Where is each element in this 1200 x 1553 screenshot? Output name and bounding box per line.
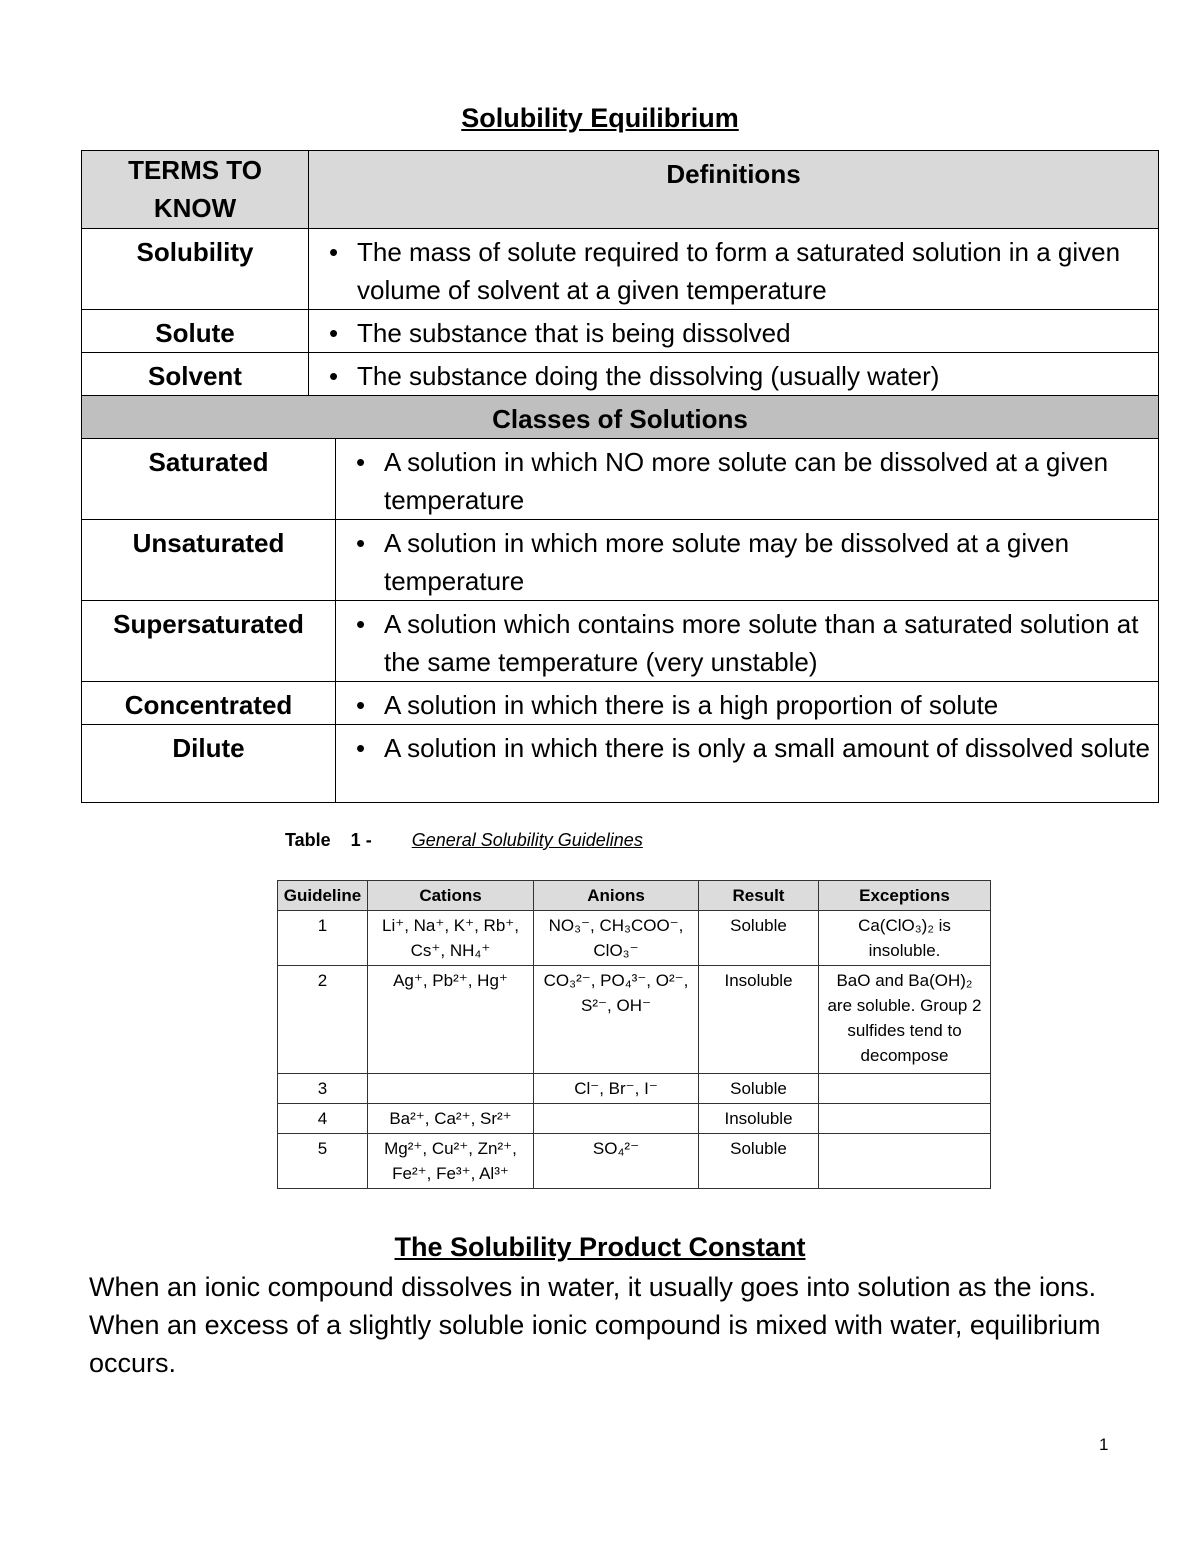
cell: CO₃²⁻, PO₄³⁻, O²⁻, S²⁻, OH⁻ [533, 965, 699, 1074]
header-terms: TERMS TO KNOW [81, 150, 309, 229]
header-guideline: Guideline [277, 880, 368, 911]
caption-label: Table 1 - [285, 830, 372, 850]
cell: 4 [277, 1103, 368, 1134]
definition: A solution in which NO more solute can b… [335, 438, 1159, 520]
page-title: Solubility Equilibrium [461, 103, 739, 133]
term: Dilute [81, 724, 336, 803]
cell: Soluble [698, 1073, 819, 1104]
cell [367, 1073, 534, 1104]
table-row: 4 Ba²⁺, Ca²⁺, Sr²⁺ Insoluble [277, 1103, 991, 1134]
cell: 1 [277, 910, 368, 966]
term: Unsaturated [81, 519, 336, 601]
table-row: Supersaturated A solution which contains… [81, 600, 1159, 682]
guidelines-header-row: Guideline Cations Anions Result Exceptio… [277, 880, 991, 911]
classes-header-row: Classes of Solutions [81, 395, 1159, 439]
header-anions: Anions [533, 880, 699, 911]
cell: SO₄²⁻ [533, 1133, 699, 1189]
definition: A solution which contains more solute th… [335, 600, 1159, 682]
table-row: Solvent The substance doing the dissolvi… [81, 352, 1159, 396]
caption-title: General Solubility Guidelines [411, 830, 643, 850]
terms-header-row: TERMS TO KNOW Definitions [81, 150, 1159, 229]
header-cations: Cations [367, 880, 534, 911]
cell: NO₃⁻, CH₃COO⁻, ClO₃⁻ [533, 910, 699, 966]
term: Concentrated [81, 681, 336, 725]
cell: Insoluble [698, 965, 819, 1074]
cell: BaO and Ba(OH)₂ are soluble. Group 2 sul… [818, 965, 991, 1074]
cell: Insoluble [698, 1103, 819, 1134]
definition: A solution in which there is a high prop… [335, 681, 1159, 725]
table-row: 2 Ag⁺, Pb²⁺, Hg⁺ CO₃²⁻, PO₄³⁻, O²⁻, S²⁻,… [277, 965, 991, 1074]
cell: Cl⁻, Br⁻, I⁻ [533, 1073, 699, 1104]
cell: 2 [277, 965, 368, 1074]
classes-header: Classes of Solutions [81, 395, 1159, 439]
definition: A solution in which there is only a smal… [335, 724, 1159, 803]
definition: A solution in which more solute may be d… [335, 519, 1159, 601]
cell: Ba²⁺, Ca²⁺, Sr²⁺ [367, 1103, 534, 1134]
terms-table: TERMS TO KNOW Definitions Solubility The… [81, 150, 1159, 803]
definition: The substance that is being dissolved [308, 309, 1159, 353]
definition: The mass of solute required to form a sa… [308, 228, 1159, 310]
guidelines-table: Guideline Cations Anions Result Exceptio… [277, 880, 991, 1189]
cell: Ag⁺, Pb²⁺, Hg⁺ [367, 965, 534, 1074]
header-definitions: Definitions [308, 150, 1159, 229]
table-row: Saturated A solution in which NO more so… [81, 438, 1159, 520]
cell: Soluble [698, 1133, 819, 1189]
term: Solute [81, 309, 309, 353]
header-result: Result [698, 880, 819, 911]
header-exceptions: Exceptions [818, 880, 991, 911]
table-row: 5 Mg²⁺, Cu²⁺, Zn²⁺, Fe²⁺, Fe³⁺, Al³⁺ SO₄… [277, 1133, 991, 1189]
cell: Mg²⁺, Cu²⁺, Zn²⁺, Fe²⁺, Fe³⁺, Al³⁺ [367, 1133, 534, 1189]
definition: The substance doing the dissolving (usua… [308, 352, 1159, 396]
term: Solubility [81, 228, 309, 310]
cell [533, 1103, 699, 1134]
table-row: Solute The substance that is being disso… [81, 309, 1159, 353]
page-number: 1 [1099, 1435, 1109, 1454]
cell: 3 [277, 1073, 368, 1104]
term: Saturated [81, 438, 336, 520]
cell [818, 1073, 991, 1104]
cell [818, 1103, 991, 1134]
term: Supersaturated [81, 600, 336, 682]
table-row: 3 Cl⁻, Br⁻, I⁻ Soluble [277, 1073, 991, 1104]
cell [818, 1133, 991, 1189]
table-caption: Table 1 - General Solubility Guidelines [285, 830, 643, 851]
cell: Ca(ClO₃)₂ is insoluble. [818, 910, 991, 966]
section-title: The Solubility Product Constant [394, 1232, 806, 1262]
table-row: Concentrated A solution in which there i… [81, 681, 1159, 725]
body-paragraph: When an ionic compound dissolves in wate… [89, 1272, 1101, 1378]
term: Solvent [81, 352, 309, 396]
cell: Li⁺, Na⁺, K⁺, Rb⁺, Cs⁺, NH₄⁺ [367, 910, 534, 966]
table-row: 1 Li⁺, Na⁺, K⁺, Rb⁺, Cs⁺, NH₄⁺ NO₃⁻, CH₃… [277, 910, 991, 966]
cell: Soluble [698, 910, 819, 966]
cell: 5 [277, 1133, 368, 1189]
table-row: Unsaturated A solution in which more sol… [81, 519, 1159, 601]
table-row: Solubility The mass of solute required t… [81, 228, 1159, 310]
table-row: Dilute A solution in which there is only… [81, 724, 1159, 803]
